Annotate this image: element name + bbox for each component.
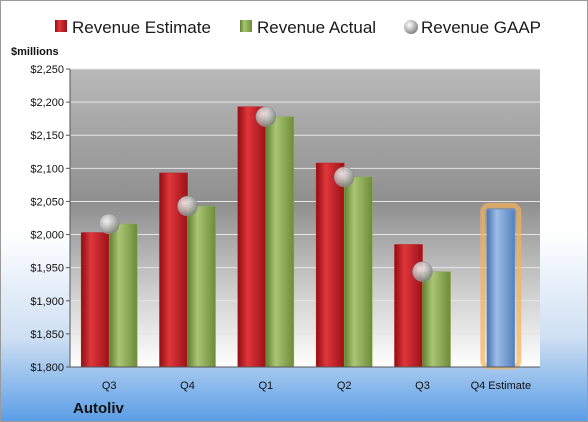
plot-area — [70, 69, 540, 367]
bar-revenue-actual — [422, 271, 451, 368]
x-tick-label: Q3 — [102, 380, 117, 392]
y-tick-label: $1,850 — [30, 329, 64, 341]
bar-revenue-estimate — [237, 106, 267, 368]
x-tick-label: Q1 — [258, 380, 273, 392]
y-axis-unit-label: $millions — [11, 46, 59, 58]
bar-revenue-actual — [265, 116, 295, 368]
legend-swatch-actual — [240, 20, 252, 32]
bar-revenue-actual — [343, 176, 373, 368]
bar-revenue-actual — [108, 223, 138, 368]
x-axis-ticks: Q3 Q4 Q1 Q2 Q3 Q4 Estimate — [102, 380, 531, 392]
y-tick-label: $2,000 — [30, 230, 64, 242]
x-tick-label: Q3 — [415, 380, 430, 392]
bar-revenue-estimate — [315, 162, 345, 368]
marker-revenue-gaap — [255, 106, 277, 127]
marker-revenue-gaap — [177, 195, 198, 217]
y-tick-label: $2,050 — [30, 196, 64, 208]
x-tick-label: Q2 — [337, 380, 352, 392]
bar-revenue-forecast — [486, 209, 516, 368]
y-tick-label: $1,800 — [30, 362, 64, 374]
bar-revenue-actual — [187, 205, 216, 368]
gridlines — [70, 68, 540, 368]
marker-revenue-gaap — [412, 261, 433, 282]
legend-label-actual: Revenue Actual — [257, 18, 376, 37]
marker-revenue-gaap — [333, 166, 355, 188]
bar-revenue-estimate — [80, 232, 110, 368]
x-tick-label: Q4 — [180, 380, 195, 392]
y-axis-ticks: $1,800 $1,850 $1,900 $1,950 $2,000 $2,050 $2,1… — [30, 64, 70, 374]
company-name: Autoliv — [73, 400, 124, 417]
marker-revenue-gaap — [98, 213, 120, 235]
y-tick-label: $2,250 — [30, 64, 64, 76]
y-tick-label: $2,100 — [30, 163, 64, 175]
legend-label-gaap: Revenue GAAP — [421, 18, 541, 37]
legend-swatch-gaap — [404, 20, 418, 34]
y-tick-label: $2,200 — [30, 97, 64, 109]
bars — [80, 106, 522, 370]
y-tick-label: $1,950 — [30, 263, 64, 275]
legend-label-estimate: Revenue Estimate — [72, 18, 211, 37]
legend: Revenue Estimate Revenue Actual Revenue … — [55, 18, 541, 37]
y-tick-label: $1,900 — [30, 296, 64, 308]
legend-swatch-estimate — [55, 20, 67, 32]
x-tick-label: Q4 Estimate — [471, 380, 532, 392]
y-tick-label: $2,150 — [30, 130, 64, 142]
